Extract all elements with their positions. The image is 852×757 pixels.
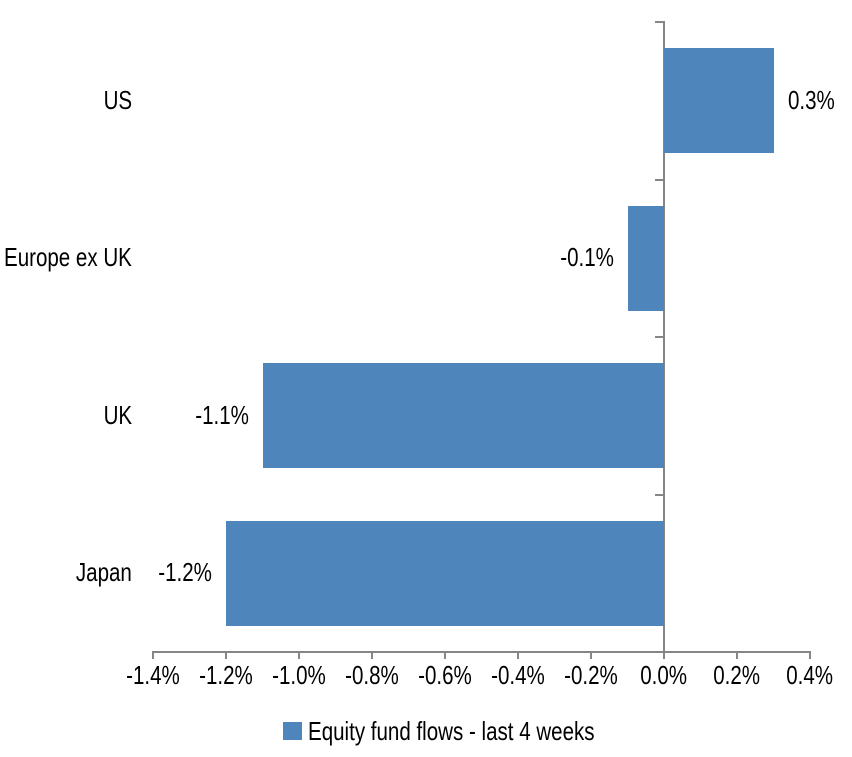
x-axis-tick bbox=[736, 653, 738, 659]
x-axis-tick-label: -1.2% bbox=[166, 660, 286, 691]
x-axis-tick bbox=[590, 653, 592, 659]
x-axis-tick bbox=[152, 653, 154, 659]
category-label-japan-text: Japan bbox=[76, 557, 132, 588]
category-label-japan: Japan bbox=[0, 557, 132, 588]
data-label-europe-ex-uk: -0.1% bbox=[414, 242, 614, 273]
x-axis-tick bbox=[371, 653, 373, 659]
bar-uk bbox=[262, 363, 664, 469]
x-axis-tick-label-text: -0.6% bbox=[418, 660, 472, 690]
x-axis-tick-label-text: 0.2% bbox=[713, 660, 761, 690]
x-axis-tick-label: 0.4% bbox=[750, 660, 852, 691]
category-label-us-text: US bbox=[103, 84, 132, 115]
data-label-us: 0.3% bbox=[787, 84, 847, 116]
data-label-japan: -1.2% bbox=[12, 557, 212, 588]
x-axis-tick-label: -0.8% bbox=[312, 660, 432, 691]
data-label-europe-ex-uk-text: -0.1% bbox=[559, 242, 614, 273]
data-label-japan-text: -1.2% bbox=[158, 557, 212, 588]
x-axis-tick-label: -1.0% bbox=[239, 660, 359, 691]
x-axis-tick-label: -0.4% bbox=[458, 660, 578, 691]
x-axis-tick-label: -1.4% bbox=[93, 660, 213, 691]
x-axis-tick-label: 0.2% bbox=[677, 660, 797, 691]
x-axis-tick-label: 0.0% bbox=[604, 660, 724, 691]
legend-label: Equity fund flows - last 4 weeks bbox=[308, 715, 595, 746]
x-axis-tick-label-text: -0.2% bbox=[564, 660, 618, 690]
category-axis-line bbox=[663, 21, 665, 652]
category-label-us: US bbox=[0, 84, 132, 116]
category-axis-tick bbox=[655, 178, 663, 181]
x-axis-tick bbox=[663, 653, 665, 659]
data-label-us-text: 0.3% bbox=[787, 84, 835, 115]
x-axis-tick-label-text: -0.4% bbox=[491, 660, 545, 690]
data-label-uk-text: -1.1% bbox=[194, 399, 249, 430]
x-axis-tick-label-text: -1.2% bbox=[199, 660, 253, 690]
x-axis-tick-label-text: -1.4% bbox=[126, 660, 180, 690]
x-axis-tick bbox=[298, 653, 300, 659]
bar-us bbox=[664, 48, 774, 154]
x-axis-tick bbox=[444, 653, 446, 659]
x-axis-tick bbox=[517, 653, 519, 659]
x-axis-tick bbox=[809, 653, 811, 659]
x-axis-tick-label-text: -1.0% bbox=[272, 660, 326, 690]
x-axis-tick-label: -0.2% bbox=[531, 660, 651, 691]
legend: Equity fund flows - last 4 weeks bbox=[283, 716, 671, 746]
category-axis-tick bbox=[655, 493, 663, 496]
x-axis-tick-label-text: 0.4% bbox=[786, 660, 834, 690]
legend-swatch bbox=[283, 722, 302, 740]
category-label-europe-ex-uk-text: Europe ex UK bbox=[4, 242, 132, 273]
category-label-uk-text: UK bbox=[103, 399, 132, 430]
bar-japan bbox=[226, 520, 664, 626]
x-axis-line bbox=[152, 651, 811, 653]
category-axis-tick bbox=[655, 336, 663, 338]
x-axis-tick-label-text: 0.0% bbox=[640, 660, 688, 690]
category-axis-tick bbox=[655, 21, 663, 23]
x-axis-tick-label-text: -0.8% bbox=[345, 660, 399, 690]
x-axis-tick-label: -0.6% bbox=[385, 660, 505, 691]
bar-europe-ex-uk bbox=[627, 205, 664, 311]
data-label-uk: -1.1% bbox=[49, 399, 249, 431]
x-axis-tick bbox=[225, 653, 227, 659]
category-label-europe-ex-uk: Europe ex UK bbox=[0, 242, 132, 273]
category-label-uk: UK bbox=[0, 399, 132, 431]
